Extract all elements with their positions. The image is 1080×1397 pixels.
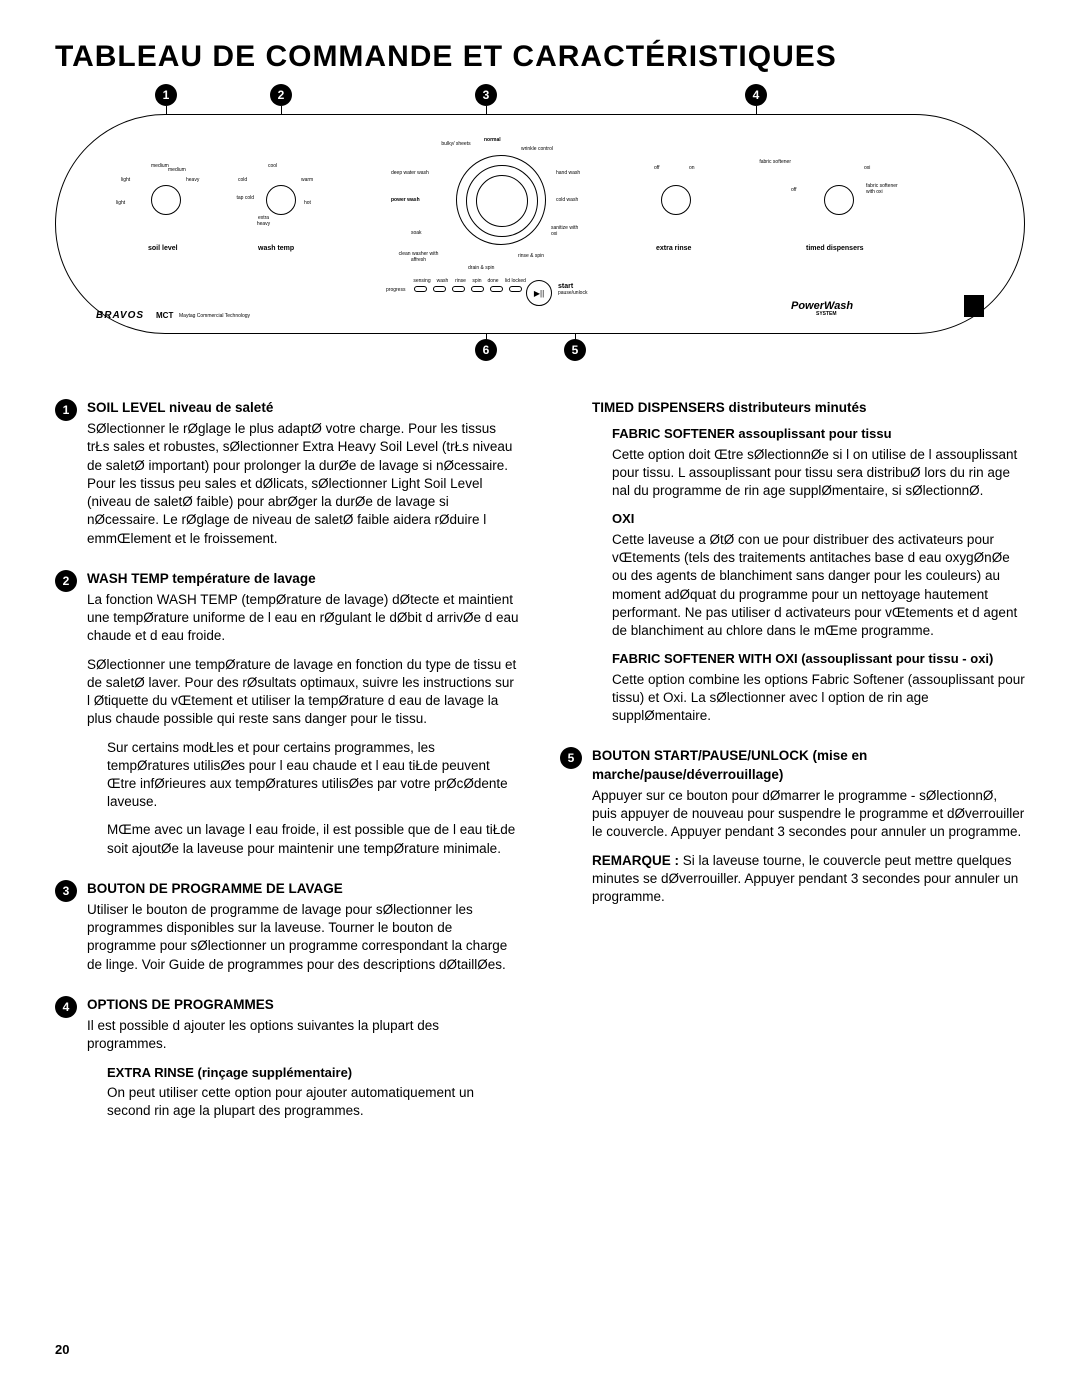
opt: bulky/ sheets xyxy=(441,141,471,147)
opt: soak xyxy=(411,230,422,236)
opt: clean washer with affresh xyxy=(396,251,441,263)
opt: light xyxy=(121,177,130,183)
left-column: 1 SOIL LEVEL niveau de saleté SØlectionn… xyxy=(55,399,520,1143)
soil-label: soil level xyxy=(148,245,178,252)
opt: off xyxy=(791,187,796,193)
washer-panel: soil level light light medium heavy medi… xyxy=(55,114,1025,334)
callout-5: 5 xyxy=(564,339,586,361)
energy-icon xyxy=(964,295,984,317)
temp-dial xyxy=(266,185,296,215)
rinse-label: extra rinse xyxy=(656,245,691,252)
opt: deep water wash xyxy=(391,170,429,176)
oxi-sub: OXI xyxy=(612,510,1025,528)
opt: cold wash xyxy=(556,197,578,203)
temp-p3: Sur certains modŁles et pour certains pr… xyxy=(107,739,520,812)
opt: warm xyxy=(301,177,313,183)
num-4: 4 xyxy=(55,996,77,1018)
opt: medium xyxy=(151,163,169,169)
opt: rinse & spin xyxy=(516,253,546,259)
callout-1: 1 xyxy=(155,84,177,106)
opt: on xyxy=(689,165,695,171)
num-2: 2 xyxy=(55,570,77,592)
num-1: 1 xyxy=(55,399,77,421)
callout-6: 6 xyxy=(475,339,497,361)
led: lid locked xyxy=(503,278,528,284)
callout-3: 3 xyxy=(475,84,497,106)
rinse-text: On peut utiliser cette option pour ajout… xyxy=(107,1084,520,1120)
disp-label: timed dispensers xyxy=(806,245,864,252)
start-sub: pause/unlock xyxy=(558,290,587,296)
num-3: 3 xyxy=(55,880,77,902)
opts-text: Il est possible d ajouter les options su… xyxy=(87,1017,520,1053)
brand: BRAVOS xyxy=(96,310,144,321)
description-columns: 1 SOIL LEVEL niveau de saleté SØlectionn… xyxy=(55,399,1025,1143)
start-p1: Appuyer sur ce bouton pour dØmarrer le p… xyxy=(592,787,1025,842)
td-heading: TIMED DISPENSERS distributeurs minutés xyxy=(592,399,1025,417)
opt: wrinkle control xyxy=(521,146,553,152)
opt: cool xyxy=(268,163,277,169)
mct2: Maytag Commercial Technology xyxy=(179,313,250,319)
cycle-dial xyxy=(456,155,546,245)
start-button-icon: ▶|| xyxy=(526,280,552,306)
soil-heading: SOIL LEVEL niveau de saleté xyxy=(87,399,520,417)
led: sensing xyxy=(412,278,432,284)
opt: drain & spin xyxy=(468,265,494,271)
fs-text: Cette option doit Œtre sØlectionnØe si l… xyxy=(612,446,1025,501)
progress-leds: sensing wash rinse spin done lid locked xyxy=(412,278,528,284)
opt: heavy xyxy=(186,177,199,183)
fso-text: Cette option combine les options Fabric … xyxy=(612,671,1025,726)
opt: off xyxy=(654,165,659,171)
progress-label: progress xyxy=(386,287,405,293)
rinse-sub: EXTRA RINSE (rinçage supplémentaire) xyxy=(107,1064,520,1082)
opt: light xyxy=(116,200,125,206)
remark: REMARQUE : xyxy=(592,853,679,868)
temp-p4: MŒme avec un lavage l eau froide, il est… xyxy=(107,821,520,857)
temp-label: wash temp xyxy=(258,245,294,252)
led: wash xyxy=(435,278,450,284)
callout-2: 2 xyxy=(270,84,292,106)
start-heading: BOUTON START/PAUSE/UNLOCK (mise en march… xyxy=(592,747,1025,783)
page-title: TABLEAU DE COMMANDE ET CARACTÉRISTIQUES xyxy=(55,40,1025,74)
opt: fabric softener with oxi xyxy=(866,183,906,195)
led: spin xyxy=(471,278,483,284)
page-number: 20 xyxy=(55,1342,69,1357)
callout-4: 4 xyxy=(745,84,767,106)
opt: tap cold xyxy=(234,195,254,201)
opt: oxi xyxy=(864,165,870,171)
led: rinse xyxy=(453,278,468,284)
opt: hand wash xyxy=(556,170,580,176)
oxi-text: Cette laveuse a ØtØ con ue pour distribu… xyxy=(612,531,1025,640)
num-5: 5 xyxy=(560,747,582,769)
temp-p1: La fonction WASH TEMP (tempØrature de la… xyxy=(87,591,520,646)
opt: power wash xyxy=(391,197,420,203)
opt: medium xyxy=(168,167,186,173)
mct: MCT xyxy=(156,311,173,320)
led: done xyxy=(486,278,500,284)
opt: normal xyxy=(484,137,501,143)
start-label: start xyxy=(558,283,573,290)
control-panel-diagram: 1 2 3 4 soil level light light medium he… xyxy=(55,84,1025,369)
opt: hot xyxy=(304,200,311,206)
rinse-dial xyxy=(661,185,691,215)
soil-text: SØlectionner le rØglage le plus adaptØ v… xyxy=(87,420,520,548)
opts-heading: OPTIONS DE PROGRAMMES xyxy=(87,996,520,1014)
opt: fabric softener xyxy=(756,159,791,165)
fso-sub: FABRIC SOFTENER WITH OXI (assouplissant … xyxy=(612,650,1025,668)
opt: cold xyxy=(238,177,247,183)
soil-dial xyxy=(151,185,181,215)
opt: sanitize with oxi xyxy=(551,225,583,237)
disp-dial xyxy=(824,185,854,215)
opt: extra heavy xyxy=(251,215,276,227)
pws: SYSTEM xyxy=(816,311,837,317)
temp-heading: WASH TEMP température de lavage xyxy=(87,570,520,588)
fs-sub: FABRIC SOFTENER assouplissant pour tissu xyxy=(612,425,1025,443)
cycle-text: Utiliser le bouton de programme de lavag… xyxy=(87,901,520,974)
temp-p2: SØlectionner une tempØrature de lavage e… xyxy=(87,656,520,729)
cycle-heading: BOUTON DE PROGRAMME DE LAVAGE xyxy=(87,880,520,898)
right-column: TIMED DISPENSERS distributeurs minutés F… xyxy=(560,399,1025,1143)
